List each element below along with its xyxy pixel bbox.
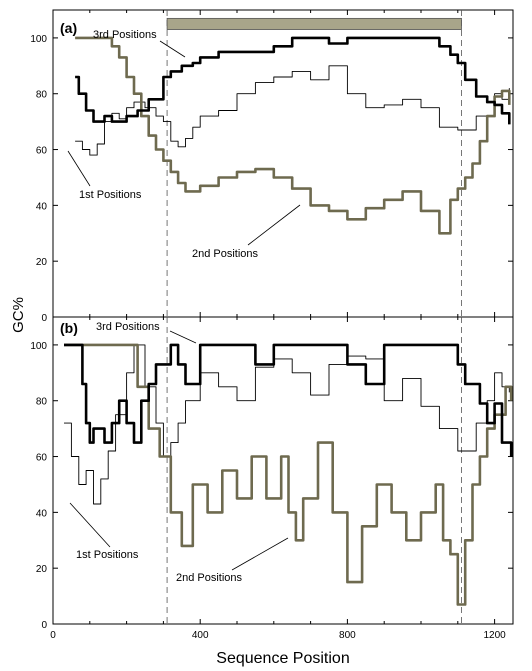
series-first-positions-line [75, 65, 510, 156]
series-second-positions-line [64, 343, 513, 606]
y-tick-label: 80 [36, 90, 48, 101]
panel-a: (a) 0 20 40 60 80 100 3rd Positions 1st Posit… [30, 9, 514, 324]
series-second-positions-line [75, 36, 511, 235]
annotation-3rd-arrow [159, 40, 186, 58]
annotation-1st-arrow [69, 502, 111, 548]
y-tick-label: 20 [36, 257, 48, 268]
panel-b-frame [52, 316, 514, 625]
panel-a-vlines [166, 10, 462, 317]
panel-a-label: (a) [60, 20, 77, 36]
panel-b-vlines [166, 317, 462, 624]
y-tick-label: 100 [30, 34, 47, 45]
annotation-3rd-positions: 3rd Positions [93, 29, 157, 41]
series-third-positions-line [64, 343, 513, 457]
y-tick-label: 80 [36, 397, 48, 408]
y-tick-label: 0 [41, 620, 47, 631]
annotation-2nd-arrow [247, 204, 301, 246]
panel-a-bar [166, 17, 462, 30]
panel-b-label: (b) [60, 320, 78, 336]
panel-b: (b) 0 20 40 60 80 100 0 400 800 1200 3rd Position… [30, 316, 514, 641]
x-axis-title: Sequence Position [216, 650, 349, 667]
x-tick-label: 400 [192, 630, 209, 641]
panel-a-ticks: 0 20 40 60 80 100 [30, 10, 513, 324]
panel-b-ticks: 0 20 40 60 80 100 0 400 800 1200 [30, 317, 513, 641]
annotation-3rd-arrow [169, 330, 197, 344]
annotation-2nd-positions: 2nd Positions [192, 248, 259, 260]
annotation-1st-arrow [67, 150, 91, 187]
panel-a-series [75, 36, 511, 235]
y-tick-label: 40 [36, 201, 48, 212]
y-tick-label: 100 [30, 341, 47, 352]
x-tick-label: 0 [50, 630, 56, 641]
y-axis-title: GC% [10, 297, 27, 333]
panel-b-annotations: 3rd Positions 1st Positions 2nd Position… [69, 321, 289, 584]
coding-region-bar [166, 17, 462, 30]
annotation-2nd-arrow [231, 537, 289, 571]
y-tick-label: 20 [36, 564, 48, 575]
panel-a-frame [52, 9, 514, 318]
x-tick-label: 800 [339, 630, 356, 641]
y-tick-label: 0 [41, 313, 47, 324]
series-first-positions-line [64, 344, 510, 505]
panel-a-annotations: 3rd Positions 1st Positions 2nd Position… [67, 29, 301, 260]
y-tick-label: 60 [36, 146, 48, 157]
annotation-1st-positions: 1st Positions [79, 189, 142, 201]
annotation-1st-positions: 1st Positions [76, 549, 139, 561]
y-tick-label: 40 [36, 508, 48, 519]
annotation-3rd-positions: 3rd Positions [96, 321, 160, 333]
series-third-positions-line [75, 36, 511, 125]
annotation-2nd-positions: 2nd Positions [176, 572, 243, 584]
x-tick-label: 1200 [483, 630, 506, 641]
y-tick-label: 60 [36, 453, 48, 464]
panel-b-series [64, 343, 513, 606]
